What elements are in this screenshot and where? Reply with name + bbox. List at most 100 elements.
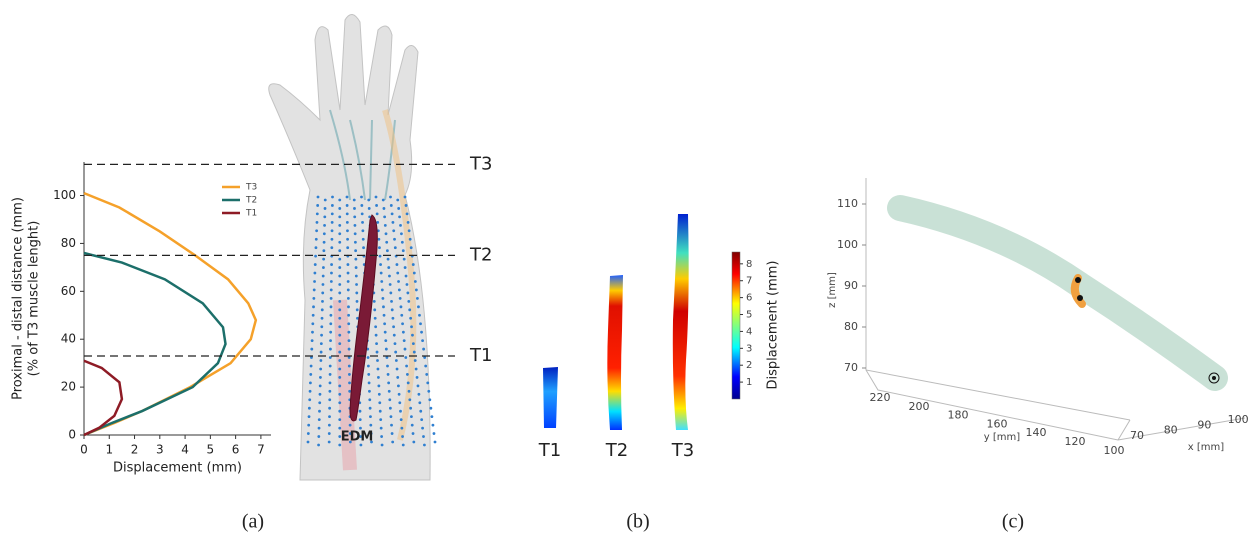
electrode-dot (310, 348, 313, 351)
electrode-dot (318, 418, 321, 421)
y-tick-label: 120 (1065, 435, 1086, 448)
electrode-dot (348, 339, 351, 342)
electrode-dot (356, 308, 359, 311)
electrode-dot (390, 300, 393, 303)
electrode-dot (396, 199, 399, 202)
electrode-dot (398, 393, 401, 396)
y-tick-label: 160 (987, 417, 1008, 430)
electrode-dot (360, 196, 363, 199)
electrode-dot (338, 207, 341, 210)
electrode-dot (375, 204, 378, 207)
electrode-dot (383, 215, 386, 218)
electrode-dot (392, 317, 395, 320)
electrode-dot (338, 368, 341, 371)
electrode-dot (412, 342, 415, 345)
electrode-dot (338, 232, 341, 235)
electrode-dot (346, 196, 349, 199)
electrode-dot (408, 390, 411, 393)
electrode-dot (432, 424, 435, 427)
colorbar (732, 252, 740, 399)
electrode-dot (379, 418, 382, 421)
z-axis-label: z [mm] (827, 272, 838, 308)
marker (1075, 277, 1081, 283)
electrode-dot (330, 297, 333, 300)
electrode-dot (400, 305, 403, 308)
electrode-dot (354, 241, 357, 244)
electrode-dot (348, 373, 351, 376)
electrode-dot (383, 207, 386, 210)
electrode-dot (317, 435, 320, 438)
electrode-dot (319, 376, 322, 379)
electrode-dot (338, 275, 341, 278)
electrode-dot (396, 263, 399, 266)
electrode-dot (405, 204, 408, 207)
electrode-dot (400, 314, 403, 317)
electrode-dot (383, 314, 386, 317)
electrode-dot (428, 398, 431, 401)
electrode-dot (353, 207, 356, 210)
y-tick-label: 40 (61, 332, 76, 346)
y-axis-label: Proximal - distal distance (mm) (11, 197, 26, 400)
electrode-dot (316, 204, 319, 207)
electrode-dot (391, 308, 394, 311)
electrode-dot (374, 317, 377, 320)
electrode-dot (367, 199, 370, 202)
electrode-dot (316, 221, 319, 224)
electrode-dot (393, 238, 396, 241)
electrode-dot (359, 410, 362, 413)
electrode-dot (392, 229, 395, 232)
electrode-dot (427, 390, 430, 393)
electrode-dot (387, 266, 390, 269)
electrode-dot (338, 258, 341, 261)
electrode-dot (338, 325, 341, 328)
electrode-dot (384, 224, 387, 227)
electrode-dot (379, 255, 382, 258)
electrode-dot (361, 229, 364, 232)
y-tick-label: 60 (61, 284, 76, 298)
electrode-dot (331, 196, 334, 199)
electrode-dot (311, 331, 314, 334)
x-tick-label: 4 (181, 443, 189, 457)
electrode-dot (331, 212, 334, 215)
electrode-dot (381, 289, 384, 292)
electrode-dot (338, 384, 341, 387)
electrode-dot (423, 444, 426, 447)
electrode-dot (369, 415, 372, 418)
electrode-dot (309, 381, 312, 384)
electrode-dot (400, 232, 403, 235)
electrode-dot (338, 359, 341, 362)
electrode-dot (384, 331, 387, 334)
electrode-dot (318, 410, 321, 413)
electrode-dot (329, 348, 332, 351)
x-axis-label: x [mm] (1188, 442, 1224, 453)
electrode-dot (330, 272, 333, 275)
electrode-dot (308, 407, 311, 410)
electrode-dot (388, 398, 391, 401)
electrode-dot (338, 418, 341, 421)
electrode-dot (434, 441, 437, 444)
electrode-dot (321, 300, 324, 303)
electrode-dot (419, 322, 422, 325)
colorbar-tick-label: 6 (746, 293, 752, 304)
electrode-dot (412, 441, 415, 444)
electrode-dot (390, 424, 393, 427)
electrode-dot (355, 292, 358, 295)
electrode-dot (322, 258, 325, 261)
x-tick-label: 80 (1164, 424, 1178, 437)
electrode-dot (331, 238, 334, 241)
y-axis-label: (% of T3 muscle lenght) (27, 221, 42, 377)
electrode-dot (368, 398, 371, 401)
electrode-dot (319, 393, 322, 396)
electrode-dot (329, 381, 332, 384)
electrode-dot (354, 258, 357, 261)
reference-label: T2 (469, 244, 492, 265)
electrode-dot (346, 221, 349, 224)
electrode-dot (338, 410, 341, 413)
electrode-dot (321, 317, 324, 320)
electrode-dot (381, 444, 384, 447)
electrode-dot (338, 351, 341, 354)
electrode-dot (396, 272, 399, 275)
electrode-dot (411, 334, 414, 337)
electrode-dot (328, 441, 331, 444)
electrode-dot (346, 204, 349, 207)
